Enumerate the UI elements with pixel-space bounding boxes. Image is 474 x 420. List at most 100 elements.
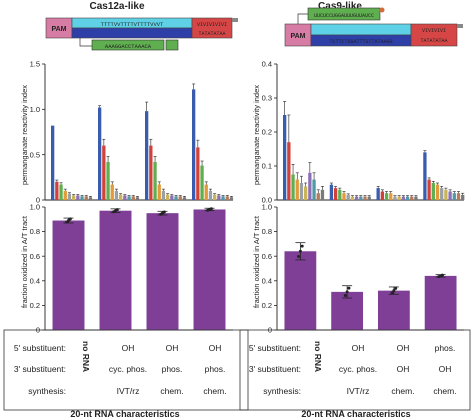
reactivity-bar [208, 190, 213, 200]
y-tick-label: 0.4 [30, 276, 40, 285]
left-characteristics-table: 5' substituent: 3' substituent: synthesi… [3, 329, 249, 419]
right-row-synthesis: synthesis: [263, 386, 301, 396]
left-fraction-chart: 00.20.40.60.81.0 [30, 203, 233, 335]
strand-end-cap [232, 18, 238, 22]
y-tick-label: 0.6 [30, 252, 40, 261]
reactivity-bar [299, 183, 304, 200]
right-col2-3prime: OH [397, 364, 410, 374]
reactivity-bar [359, 196, 363, 200]
at-tract-box-right [410, 23, 458, 47]
right-col3-synthesis: chem. [433, 386, 456, 396]
reactivity-bar [170, 195, 174, 200]
reactivity-bar [127, 196, 131, 200]
reactivity-bar [119, 194, 123, 200]
reactivity-bar [312, 179, 316, 200]
reactivity-bar [157, 184, 161, 200]
y-tick-label: 0.5 [30, 150, 40, 159]
reactivity-bar [76, 195, 80, 200]
right-footer: 20-nt RNA characteristics [301, 409, 410, 419]
fraction-bar [52, 220, 85, 330]
reactivity-bar [178, 196, 182, 200]
reactivity-bar [333, 188, 338, 200]
reactivity-bar [384, 193, 389, 200]
y-tick-label: 0.2 [262, 301, 272, 310]
fraction-bar [193, 209, 226, 330]
reactivity-bar [51, 125, 55, 200]
reactivity-bar [354, 196, 359, 200]
replicate-dot [345, 290, 349, 294]
rna-end-marker [379, 7, 385, 13]
left-footer: 20-nt RNA characteristics [70, 409, 179, 419]
reactivity-bar [217, 195, 221, 200]
rna-strand-text: AAAGGACCTAAACA [105, 43, 152, 50]
y-tick-label: 1.0 [30, 105, 40, 114]
replicate-dot [394, 286, 398, 290]
rna-overhang [165, 39, 179, 51]
right-row-3prime: 3' substituent: [249, 364, 301, 374]
reactivity-bar [102, 145, 106, 200]
right-col3-5prime: phos. [435, 343, 456, 353]
y-tick-label: 0.8 [262, 227, 272, 236]
at-tract-bottom-text-right: TATATATAA [420, 38, 447, 44]
reactivity-bar [229, 197, 234, 200]
reactivity-bar [435, 184, 440, 200]
pam-label: PAM [51, 26, 66, 33]
left-row-5prime: 5' substituent: [14, 343, 66, 353]
reactivity-bar [67, 193, 72, 200]
replicate-dot [390, 291, 394, 295]
reactivity-bar [200, 165, 204, 200]
y-tick-label: 1.0 [30, 203, 40, 212]
replicate-dot [300, 244, 304, 248]
reactivity-bar [88, 197, 93, 200]
left-fraction-ylabel: fraction oxidized in A/T tract [20, 215, 29, 308]
reactivity-bar [456, 193, 461, 200]
fraction-bar [146, 213, 179, 330]
reactivity-bar [80, 196, 84, 200]
replicate-dot [297, 254, 301, 258]
replicate-dot [115, 208, 119, 212]
reactivity-bar [149, 145, 153, 200]
right-col1-3prime: cyc. phos. [339, 364, 377, 374]
rna-strand-right-text: UUCUCCUGGAUUUGUUAUCC [314, 13, 374, 19]
reactivity-bar [320, 189, 325, 200]
reactivity-bar [174, 196, 178, 200]
reactivity-bar [461, 194, 465, 200]
replicate-dot [343, 294, 347, 298]
right-col1-synthesis: IVT/rz [347, 386, 370, 396]
reactivity-bar [110, 184, 114, 200]
left-col2-3prime: phos. [162, 364, 183, 374]
at-tract-bottom-text: TATATATAA [198, 31, 225, 37]
left-col3-5prime: OH [209, 343, 222, 353]
right-col2-synthesis: chem. [391, 386, 414, 396]
y-tick-label: 0.4 [262, 276, 272, 285]
replicate-dot [298, 249, 302, 253]
y-tick-label: 1.5 [30, 60, 40, 69]
right-col1-5prime: OH [352, 343, 365, 353]
reactivity-bar [192, 89, 196, 200]
reactivity-bar [308, 172, 312, 200]
reactivity-bar [63, 190, 67, 200]
rna-strand-green [91, 39, 165, 51]
reactivity-bar [350, 196, 355, 200]
connector-line-right [297, 13, 308, 24]
replicate-dot [162, 210, 166, 214]
right-fraction-ylabel: fraction oxidized in A/T tract [252, 215, 261, 308]
target-strand-cyan-right [310, 23, 412, 36]
reactivity-bar [196, 147, 200, 200]
reactivity-bar [59, 184, 63, 200]
replicate-dot [392, 289, 396, 293]
reactivity-bar [295, 179, 299, 200]
replicate-dot [347, 286, 351, 290]
reactivity-bar [346, 194, 350, 200]
left-col3-synthesis: chem. [203, 386, 226, 396]
y-tick-label: 0.8 [30, 227, 40, 236]
reactivity-bar [401, 196, 405, 200]
right-panel-title: Cas9-like [318, 1, 362, 12]
y-tick-label: 0 [36, 196, 40, 205]
y-tick-label: 0.3 [262, 94, 272, 103]
reactivity-bar [153, 161, 157, 200]
at-tract-top-text-right: VIVIVIVI [422, 28, 446, 34]
reactivity-bar [204, 184, 208, 200]
y-tick-label: 1.0 [262, 203, 272, 212]
left-col1-3prime: cyc. phos. [109, 364, 147, 374]
